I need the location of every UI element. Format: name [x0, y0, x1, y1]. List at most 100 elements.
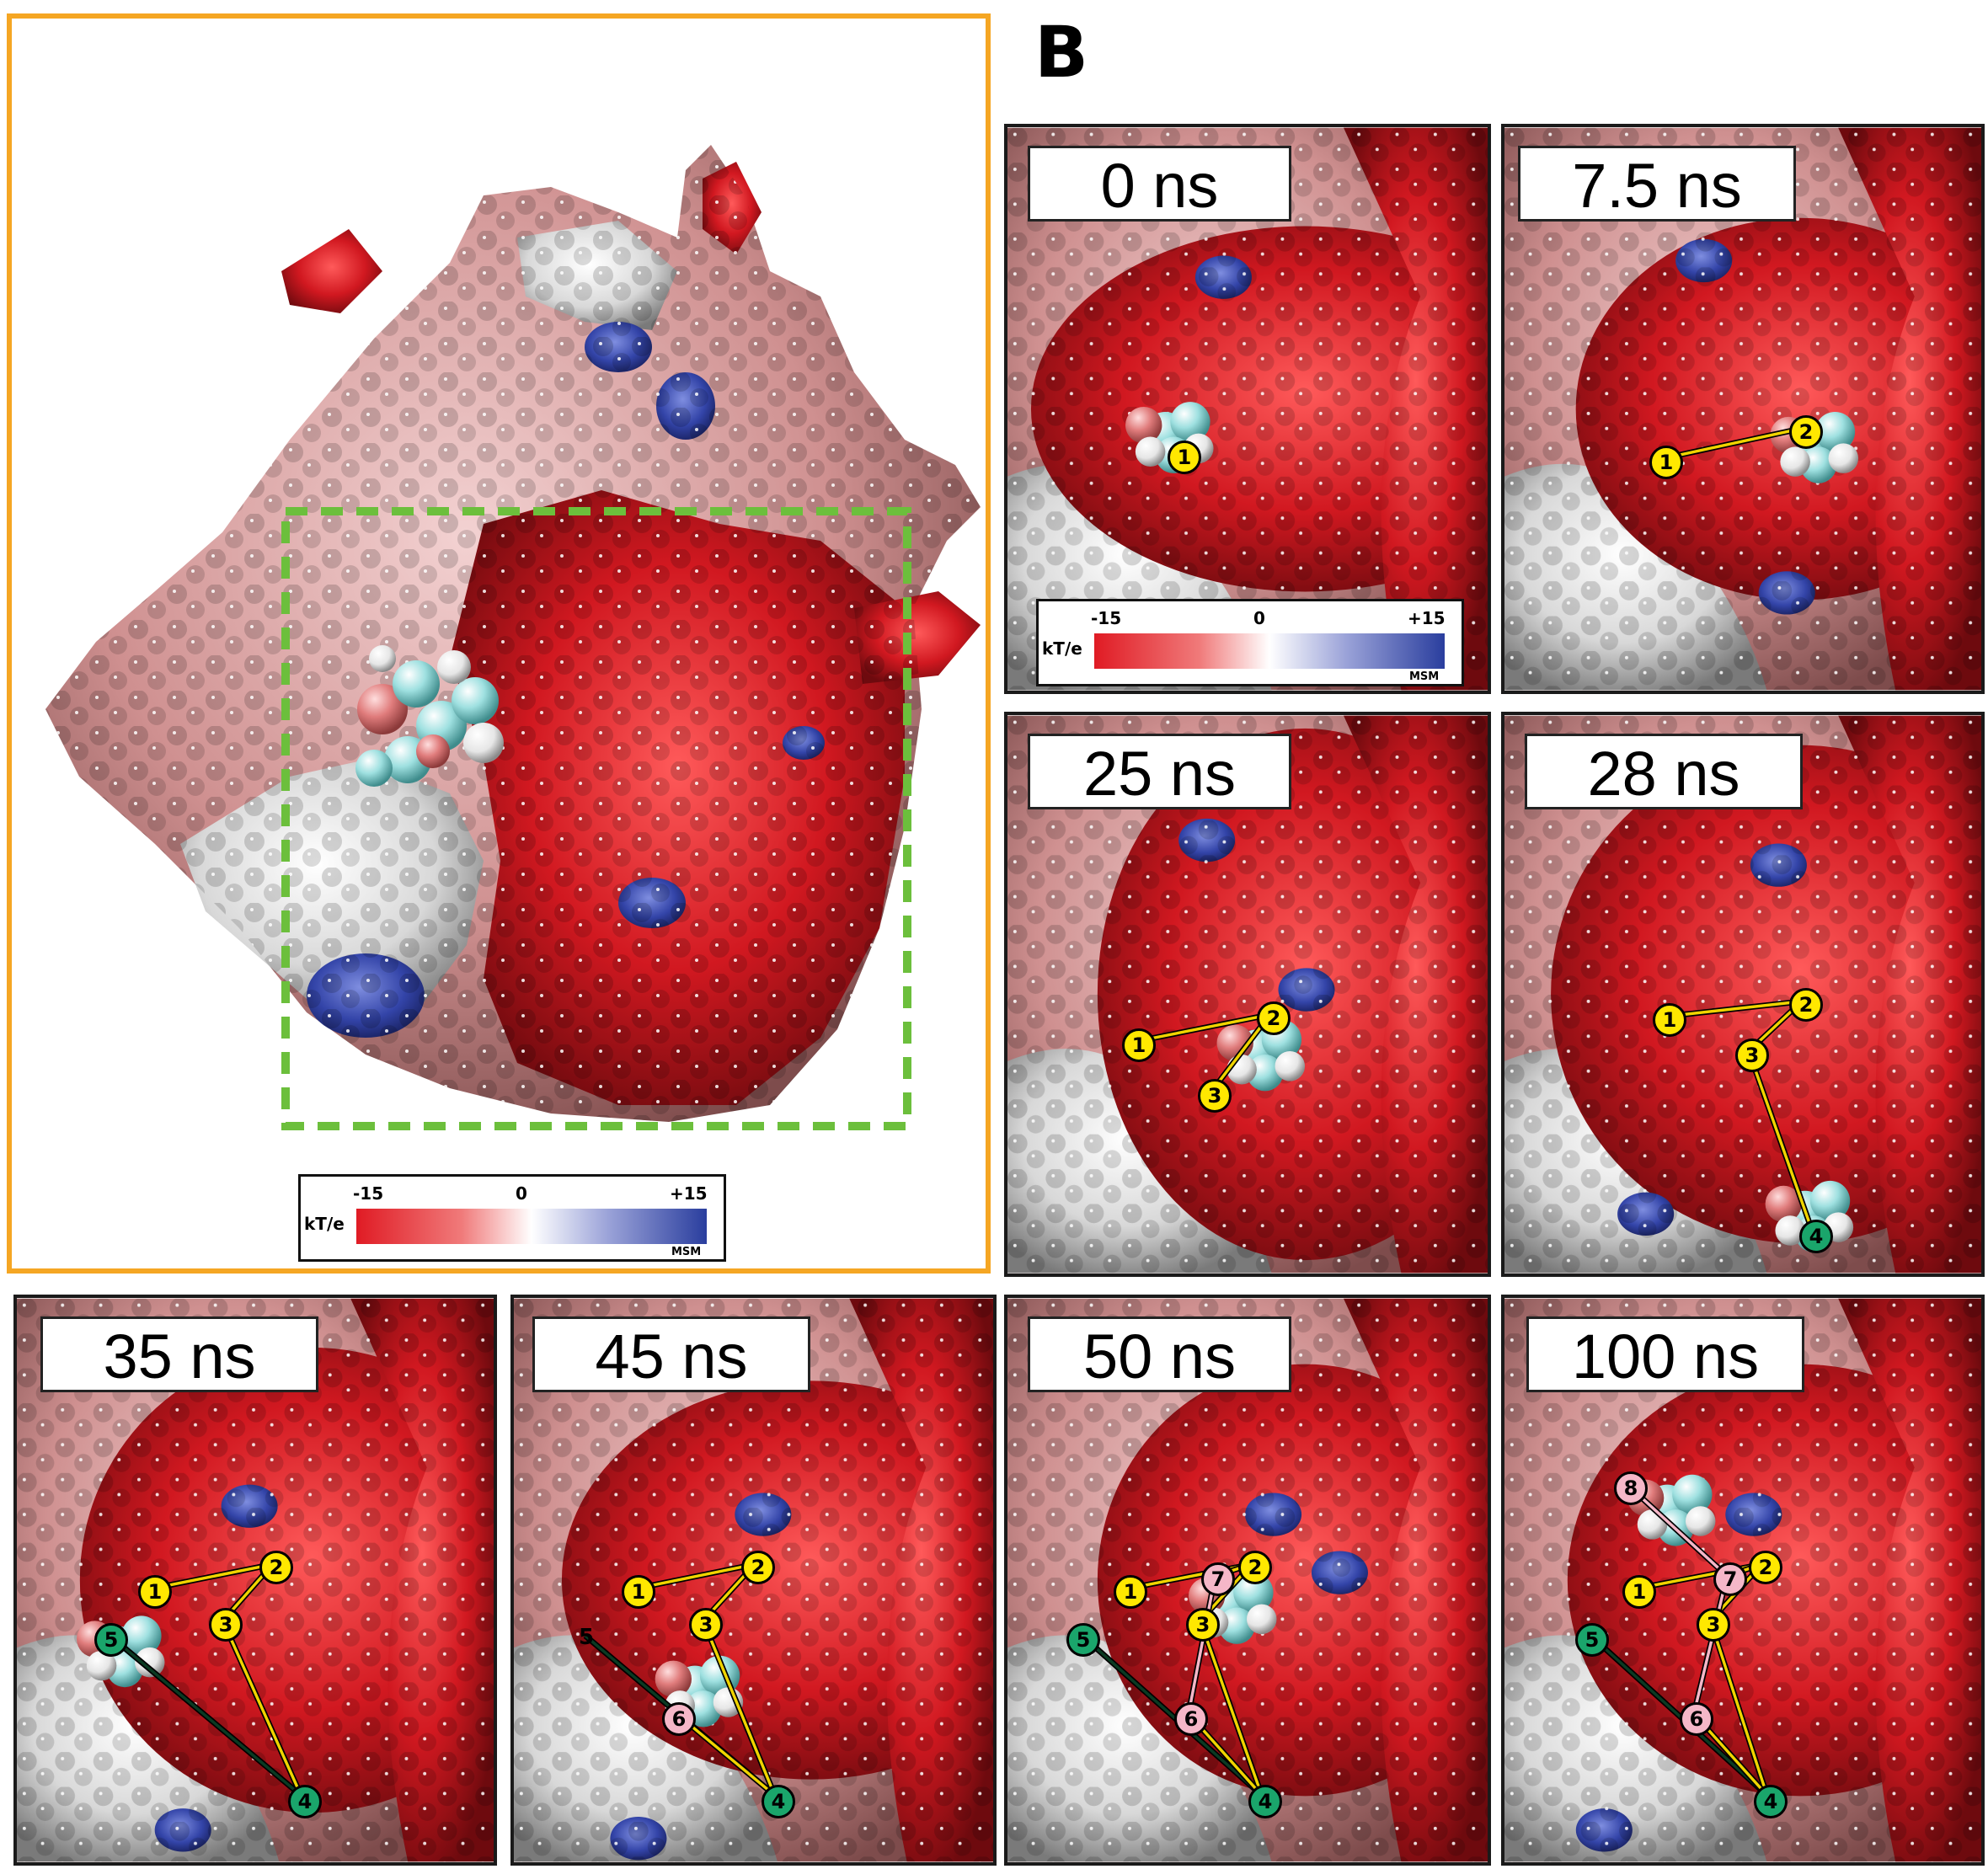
frame-4: 28 ns 1 2 3 4 — [1501, 712, 1985, 1277]
position-marker-2: 2 — [741, 1551, 775, 1584]
position-marker-3: 3 — [689, 1608, 723, 1642]
panel-b-label: B — [1034, 11, 1089, 93]
position-marker-2: 2 — [1257, 1001, 1291, 1035]
ligand-atom — [86, 1650, 117, 1681]
position-marker-1: 1 — [1168, 441, 1201, 474]
ligand-atom — [135, 1647, 165, 1678]
position-marker-2: 2 — [1238, 1551, 1272, 1584]
time-label: 35 ns — [40, 1316, 318, 1392]
trajectory-edge — [702, 1620, 777, 1797]
frame-7: 50 ns 1 2 3 4 5 6 7 — [1004, 1295, 1491, 1866]
position-marker-1: 1 — [1114, 1575, 1147, 1609]
protein-surface-overview — [45, 145, 981, 1130]
position-marker-7: 7 — [1201, 1562, 1235, 1596]
trajectory-edge — [152, 1562, 274, 1590]
trajectory-edge — [1187, 1575, 1217, 1715]
position-marker-2: 2 — [1749, 1551, 1782, 1584]
colorbar-a-unit: kT/e — [304, 1214, 345, 1234]
position-marker-4: 4 — [1248, 1785, 1282, 1818]
colorbar-b-mid: 0 — [1253, 608, 1265, 628]
position-marker-8: 8 — [1614, 1471, 1648, 1505]
position-marker-1: 1 — [622, 1575, 655, 1609]
ligand-atom — [1247, 1054, 1284, 1092]
position-marker-6: 6 — [662, 1702, 696, 1736]
ligand-atom — [1247, 1604, 1277, 1635]
position-marker-2: 2 — [259, 1551, 293, 1584]
colorbar-b-gradient — [1094, 633, 1445, 669]
ligand-atom — [1800, 446, 1837, 483]
trajectory-edge — [1663, 426, 1803, 460]
position-marker-3: 3 — [1186, 1608, 1220, 1642]
trajectory-edge — [1692, 1575, 1729, 1715]
time-label: 50 ns — [1028, 1316, 1291, 1392]
trajectory-edge — [1747, 1050, 1814, 1231]
ligand-atom — [1775, 1215, 1805, 1246]
colorbar-a-mid: 0 — [516, 1183, 527, 1204]
ligand-atom — [106, 1650, 143, 1688]
position-marker-2: 2 — [1789, 415, 1823, 449]
time-label: 25 ns — [1028, 734, 1291, 809]
ligand-atom — [1275, 1051, 1306, 1081]
ligand-atom — [655, 1660, 692, 1698]
position-marker-5: 5 — [1575, 1623, 1609, 1657]
time-label: 0 ns — [1028, 146, 1291, 222]
position-marker-6: 6 — [1680, 1702, 1713, 1736]
position-marker-3: 3 — [1198, 1079, 1232, 1113]
trajectory-edge — [1667, 1000, 1803, 1018]
ligand-atom — [1135, 436, 1166, 467]
colorbar-b-source: MSM — [1409, 670, 1440, 683]
colorbar-b-max: +15 — [1408, 608, 1446, 628]
ligand-atom — [1809, 1180, 1851, 1221]
frame-3: 25 ns 1 2 3 — [1004, 712, 1491, 1277]
ligand-atom — [1765, 1185, 1803, 1223]
position-marker-7: 7 — [1713, 1562, 1747, 1596]
position-marker-5: 5 — [94, 1623, 128, 1657]
ligand-atom — [1672, 1474, 1713, 1515]
trajectory-edge — [1590, 1634, 1768, 1797]
ligand-atom — [1780, 446, 1810, 477]
time-label: 100 ns — [1526, 1316, 1804, 1392]
time-label: 28 ns — [1525, 734, 1803, 809]
ligand-atom — [1828, 443, 1859, 473]
trajectory-edge — [1708, 1620, 1769, 1796]
position-marker-1: 1 — [1649, 446, 1683, 479]
trajectory-edge — [109, 1634, 302, 1797]
position-marker-1: 1 — [1653, 1003, 1686, 1037]
position-marker-1: 1 — [1622, 1575, 1656, 1609]
position-marker-3: 3 — [1697, 1608, 1730, 1642]
colorbar-a-source: MSM — [671, 1246, 702, 1258]
ligand-atom — [121, 1615, 162, 1656]
frame-5: 35 ns 1 2 3 4 5 — [13, 1295, 497, 1866]
colorbar-b: -15 0 +15 kT/e MSM — [1036, 599, 1464, 686]
frame-8: 100 ns 1 2 3 4 5 6 7 8 — [1501, 1295, 1985, 1866]
trajectory-edge — [636, 1562, 756, 1590]
ligand-atom — [1233, 1573, 1274, 1613]
ligand-atom — [1125, 407, 1162, 444]
ligand-atom — [1170, 402, 1210, 442]
colorbar-b-min: -15 — [1091, 608, 1122, 628]
surface-snapshot — [514, 1298, 993, 1862]
position-marker-5: 5 — [1066, 1623, 1100, 1657]
trajectory-edge — [1081, 1634, 1263, 1797]
position-marker-3: 3 — [1735, 1039, 1769, 1072]
colorbar-b-unit: kT/e — [1042, 638, 1082, 659]
position-marker-3: 3 — [209, 1608, 243, 1642]
trajectory-edge — [1627, 1485, 1729, 1578]
trajectory-edge — [221, 1620, 302, 1797]
ligand-atom — [1685, 1506, 1716, 1536]
position-marker-4: 4 — [288, 1785, 322, 1818]
surface-snapshot — [1007, 1298, 1488, 1862]
ligand-atom — [1218, 1607, 1255, 1644]
colorbar-a: -15 0 +15 kT/e MSM — [298, 1174, 726, 1262]
position-marker-5: 5 — [578, 1625, 595, 1650]
position-marker-4: 4 — [1799, 1220, 1833, 1253]
position-marker-4: 4 — [762, 1785, 795, 1818]
region-of-interest-box — [281, 507, 911, 1130]
frame-6: 45 ns 1 2 3 4 5 6 — [510, 1295, 997, 1866]
ligand-spheres — [355, 645, 504, 787]
position-marker-4: 4 — [1754, 1785, 1788, 1818]
time-label: 7.5 ns — [1518, 146, 1796, 222]
position-marker-6: 6 — [1174, 1702, 1208, 1736]
colorbar-a-min: -15 — [353, 1183, 384, 1204]
time-label: 45 ns — [532, 1316, 810, 1392]
